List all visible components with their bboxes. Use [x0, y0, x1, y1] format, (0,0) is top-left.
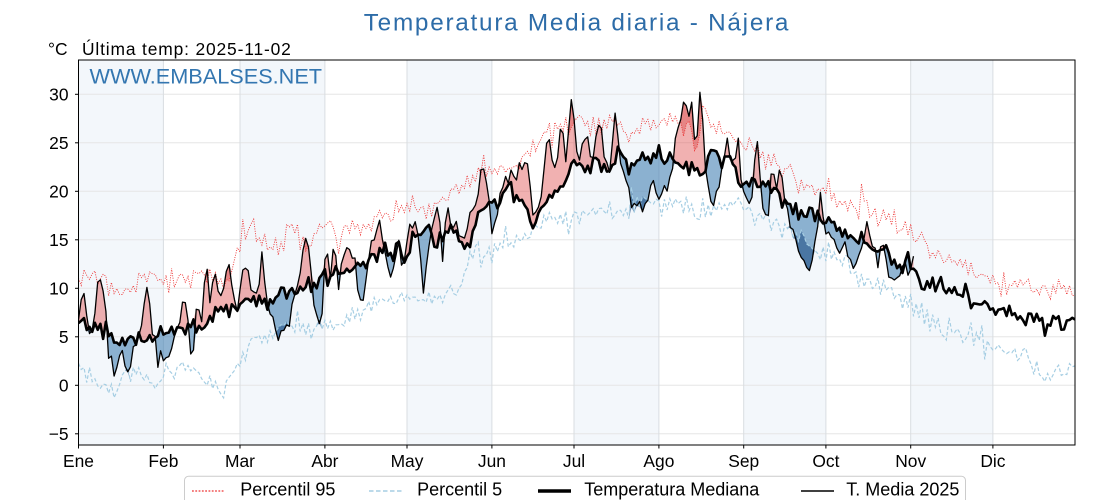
svg-text:T. Media 2025: T. Media 2025: [846, 480, 959, 500]
svg-text:Percentil 95: Percentil 95: [240, 480, 335, 500]
svg-text:0: 0: [59, 375, 69, 395]
svg-text:20: 20: [49, 181, 68, 201]
svg-text:Jun: Jun: [478, 451, 506, 471]
svg-text:Feb: Feb: [148, 451, 178, 471]
svg-text:Oct: Oct: [812, 451, 839, 471]
svg-text:Sep: Sep: [728, 451, 759, 471]
svg-text:Jul: Jul: [563, 451, 585, 471]
svg-text:5: 5: [59, 327, 69, 347]
svg-text:Nov: Nov: [895, 451, 926, 471]
svg-text:May: May: [391, 451, 424, 471]
svg-text:Percentil 5: Percentil 5: [417, 480, 502, 500]
svg-text:Última temp: 2025-11-02: Última temp: 2025-11-02: [82, 39, 292, 59]
svg-text:10: 10: [49, 278, 68, 298]
svg-text:25: 25: [49, 133, 68, 153]
svg-text:Dic: Dic: [980, 451, 1005, 471]
svg-text:°C: °C: [48, 39, 68, 59]
svg-text:15: 15: [49, 230, 68, 250]
svg-text:30: 30: [49, 84, 68, 104]
svg-text:−5: −5: [49, 424, 69, 444]
svg-text:Abr: Abr: [311, 451, 338, 471]
svg-text:Ago: Ago: [643, 451, 674, 471]
svg-text:Ene: Ene: [63, 451, 94, 471]
svg-text:Temperatura Mediana: Temperatura Mediana: [584, 480, 760, 500]
svg-text:Temperatura Media diaria - Náj: Temperatura Media diaria - Nájera: [364, 10, 790, 37]
svg-text:WWW.EMBALSES.NET: WWW.EMBALSES.NET: [90, 64, 323, 89]
svg-text:Mar: Mar: [225, 451, 255, 471]
